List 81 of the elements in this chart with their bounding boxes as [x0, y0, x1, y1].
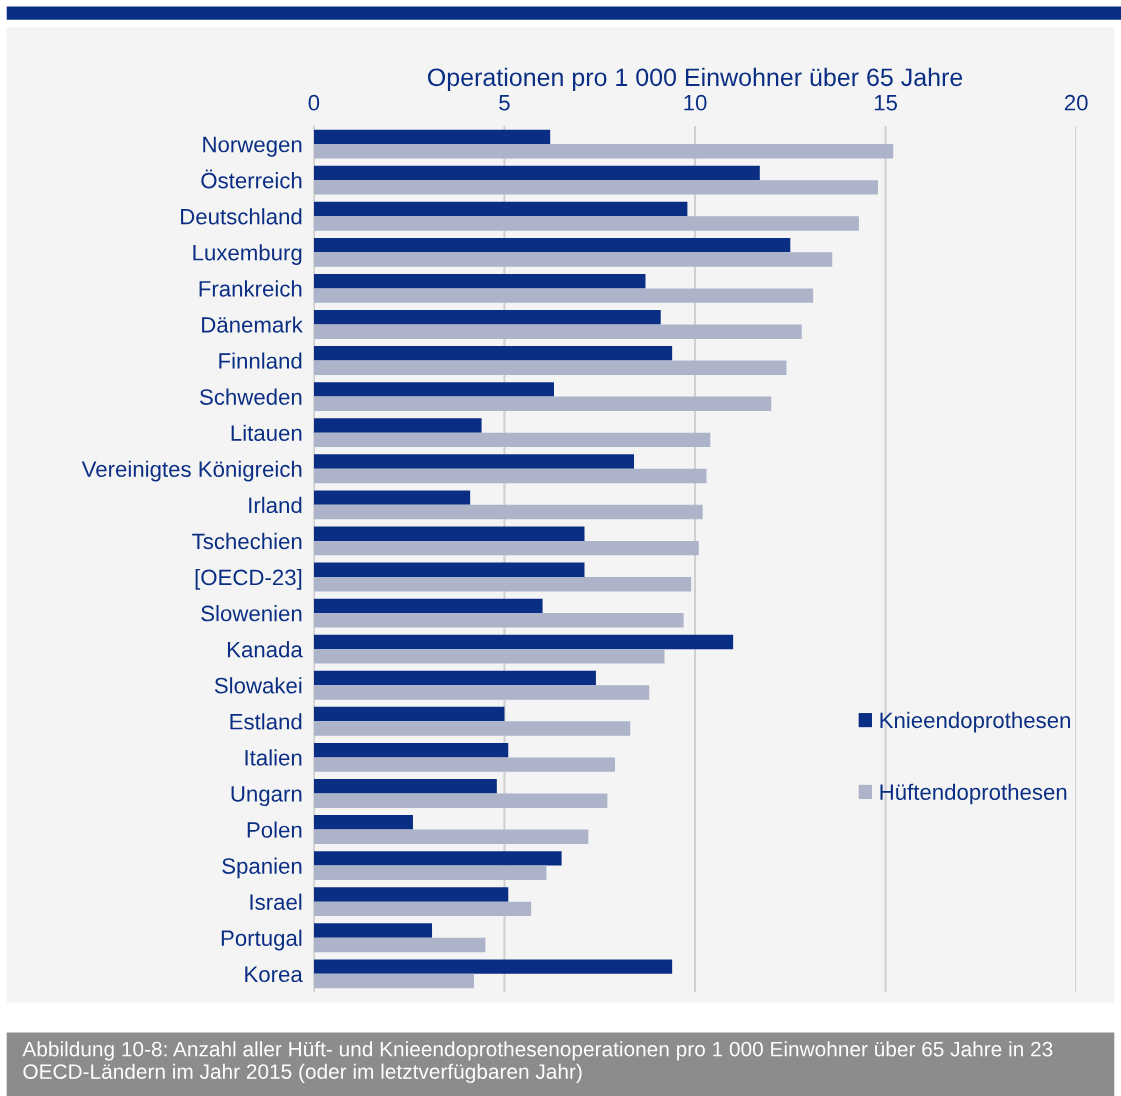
y-tick-label: Deutschland: [181, 208, 302, 225]
bar: [313, 540, 699, 556]
y-tick-label: Irland: [249, 496, 302, 514]
bar: [313, 815, 413, 830]
bar: [313, 382, 554, 397]
bar: [313, 310, 661, 325]
bar: [313, 201, 688, 217]
y-tick-label: Österreich: [201, 169, 302, 189]
bar: [313, 216, 859, 231]
y-tick-label: Ungarn: [231, 786, 302, 807]
bar: [313, 180, 878, 195]
y-tick-label: Slowenien: [201, 605, 302, 622]
bar: [313, 346, 673, 361]
bar: [313, 468, 707, 484]
bar: [313, 959, 673, 974]
y-tick-label: Dänemark: [202, 316, 303, 333]
bar: [313, 757, 615, 772]
bar: [313, 973, 474, 989]
bar: [313, 490, 471, 505]
y-tick-label: Tschechien: [192, 532, 302, 550]
y-tick-label: Italien: [245, 749, 302, 766]
y-tick-label: Norwegen: [203, 136, 302, 157]
bar: [313, 598, 543, 614]
bar: [313, 937, 486, 953]
y-tick-label: [OECD-23]: [195, 568, 302, 590]
y-tick-label: Litauen: [231, 424, 302, 441]
bar: [313, 252, 833, 267]
legend-label: Hüftendoprothesen: [880, 783, 1067, 805]
y-tick-label: Vereinigtes Königreich: [81, 460, 302, 482]
bar: [313, 288, 814, 303]
y-tick-label: Slowakei: [214, 677, 302, 694]
legend-label: Knieendoprothesen: [880, 711, 1070, 733]
bar: [313, 273, 646, 289]
text: Abbildung 10-8: Anzahl aller Hüft- und Knieendoprothesenoperationen pro 1 000 Einwohner über 65 Jahre in 23 OECD-Ländern im Jahr 2015 (oder im letztverfügbaren Jahr): [22, 1041, 1053, 1084]
bar: [313, 504, 703, 520]
bar: [313, 454, 635, 469]
bar: [313, 562, 585, 577]
bar: [313, 577, 692, 592]
y-tick-label: Estland: [230, 713, 302, 730]
y-tick-label: Luxemburg: [193, 244, 302, 265]
bar: [313, 901, 532, 917]
bar: [313, 670, 596, 686]
y-tick-label: Polen: [247, 821, 302, 838]
y-tick-label: Korea: [245, 966, 303, 983]
bar: [313, 613, 684, 628]
bar: [313, 144, 894, 159]
x-tick-label: 15: [874, 95, 898, 111]
bar: [313, 396, 772, 412]
bar: [313, 418, 482, 433]
x-tick-label: 10: [684, 94, 707, 111]
bar: [313, 237, 791, 253]
bar: [313, 432, 711, 448]
bar: [313, 887, 509, 902]
x-tick-label: 5: [499, 95, 510, 111]
x-tick-label: 0: [308, 94, 320, 111]
y-tick-label: Finnland: [219, 352, 302, 369]
x-tick-label: 20: [1064, 94, 1088, 111]
bar: [313, 865, 547, 881]
y-tick-label: Kanada: [227, 641, 303, 658]
bar: [313, 129, 551, 145]
bar: [313, 793, 608, 808]
bar: [313, 165, 760, 181]
bar: [313, 829, 589, 844]
bar: [313, 685, 650, 700]
y-tick-label: Portugal: [221, 929, 302, 951]
y-tick-label: Schweden: [200, 388, 302, 405]
bar: [313, 526, 585, 541]
y-tick-label: Spanien: [222, 857, 302, 879]
bar: [313, 706, 505, 722]
bar: [313, 649, 665, 664]
bar: [313, 634, 734, 650]
bar: [313, 360, 787, 375]
bar: [313, 721, 631, 736]
y-tick-label: Israel: [250, 893, 302, 910]
bar: [313, 324, 802, 339]
x-axis-title: Operationen pro 1 000 Einwohner über 65 Jahre: [427, 67, 963, 92]
bar: [313, 851, 562, 866]
bar: [313, 923, 433, 938]
bar: [313, 779, 497, 794]
bar: [313, 742, 509, 758]
y-tick-label: Frankreich: [199, 280, 302, 297]
